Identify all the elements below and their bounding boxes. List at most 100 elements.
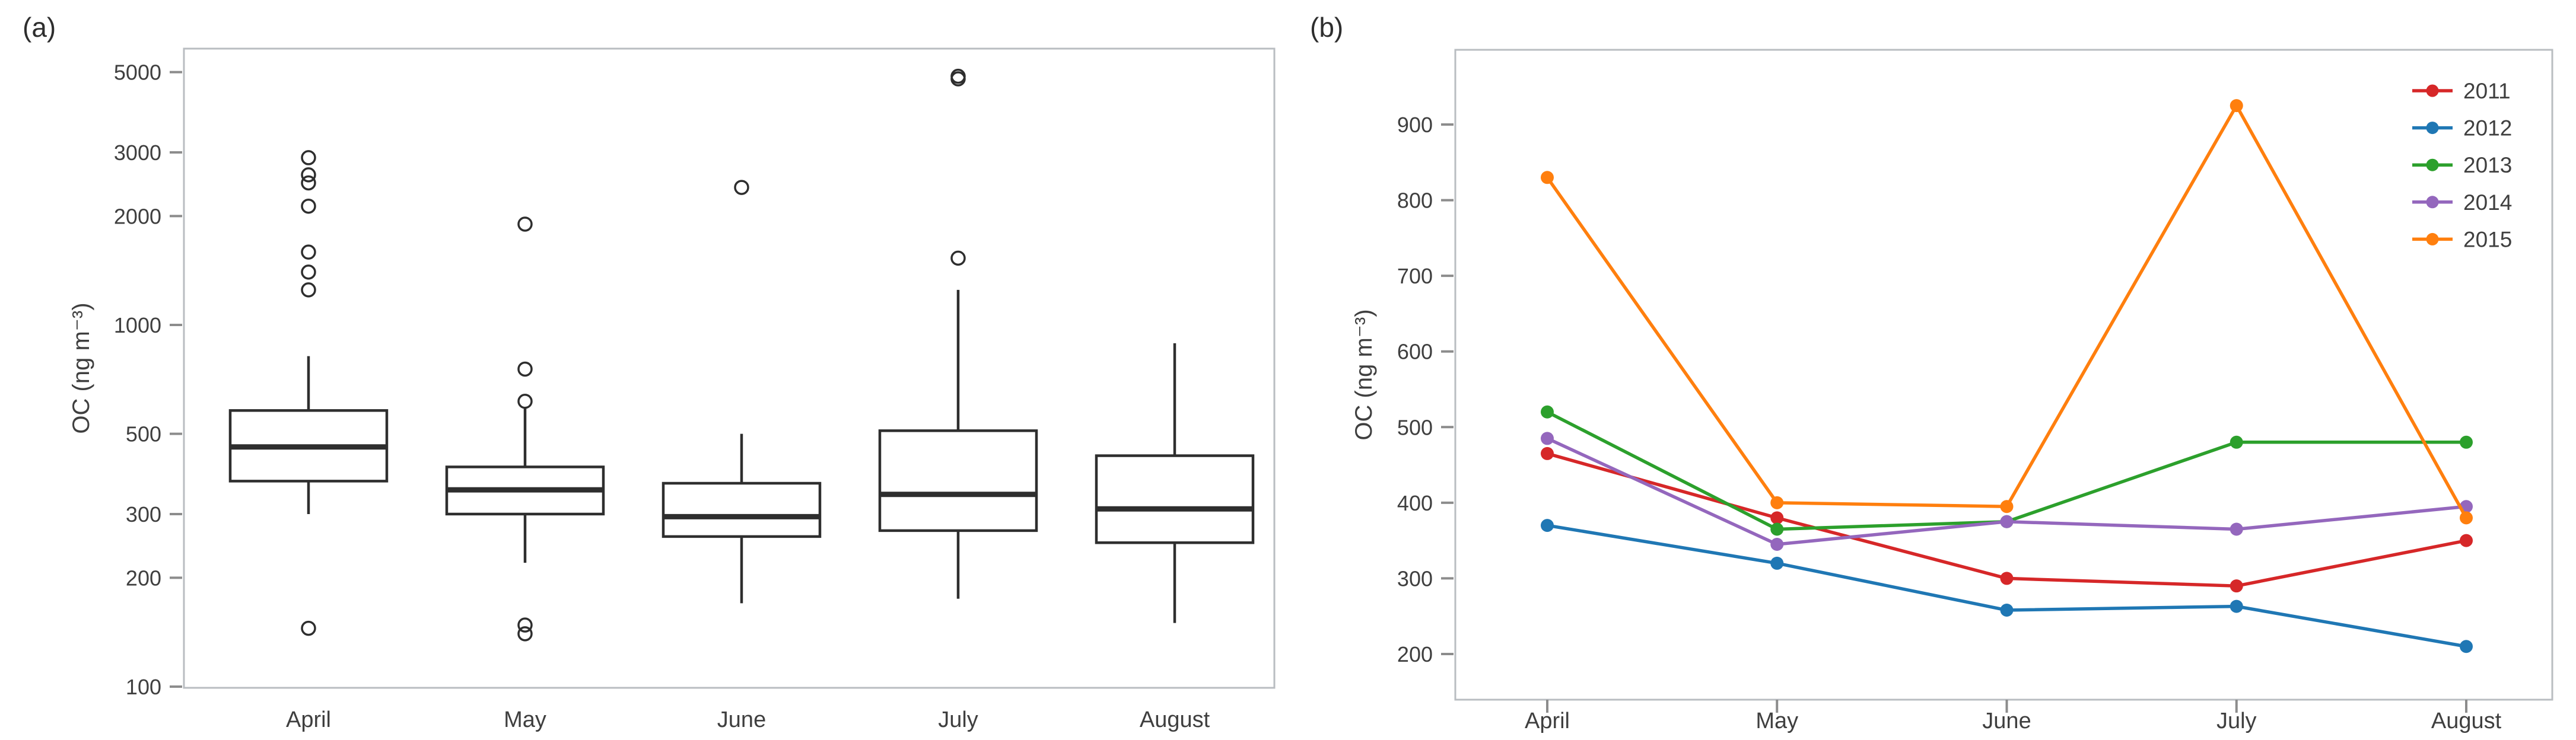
y-tick-label: 600 [1397,340,1433,364]
legend-item-2014: 2014 [2412,190,2512,215]
legend-item-2012: 2012 [2412,116,2512,141]
y-tick-label: 1000 [114,313,161,337]
data-point [2460,511,2473,525]
y-tick-label: 700 [1397,264,1433,288]
y-tick-label: 500 [1397,415,1433,439]
x-tick-label: June [1982,709,2031,733]
y-tick-label: 5000 [114,60,161,85]
outlier-point [517,216,533,232]
x-tick-label: August [2431,709,2502,733]
panel-a-tag: (a) [23,12,56,43]
outlier-point [301,620,316,636]
panel-a-ylabel: OC (ng m⁻³) [68,302,94,433]
y-tick-label: 900 [1397,113,1433,137]
y-tick-label: 3000 [114,141,161,165]
data-point [1541,171,1554,184]
iqr-box [662,481,822,538]
iqr-box [878,429,1038,532]
legend-item-2013: 2013 [2412,153,2512,177]
y-tick-label: 300 [126,502,161,527]
data-point [2460,534,2473,547]
data-point [1770,496,1784,509]
panel-b-ylabel: OC (ng m⁻³) [1351,309,1377,440]
outlier-point [950,71,966,87]
legend-marker [2426,84,2439,97]
y-tick-label: 800 [1397,189,1433,213]
x-tick-label: July [938,707,978,732]
legend-label: 2015 [2463,227,2512,251]
x-tick-label: August [1140,707,1210,732]
panel-a-boxplot [228,68,1255,642]
data-point [2460,435,2473,449]
iqr-box [1095,454,1255,544]
legend-item-2015: 2015 [2412,227,2512,251]
outlier-point [301,175,316,191]
panel-b-linechart [1541,99,2473,653]
data-point [1770,538,1784,551]
panel-b-tag: (b) [1310,12,1343,43]
legend-item-2011: 2011 [2412,79,2511,103]
y-tick-label: 100 [126,675,161,699]
data-point [1770,522,1784,536]
x-tick-label: May [504,707,546,732]
data-point [2230,522,2243,536]
y-tick-label: 2000 [114,204,161,228]
panel-b-axes: 900 800 700 600 500 400 300 200 April May June July… [1397,49,2553,733]
data-point [2230,579,2243,593]
outlier-point [301,167,316,183]
boxplot-august [1095,343,1255,623]
legend-marker [2426,232,2439,245]
outlier-point [301,264,316,280]
panel-b-frame [1454,49,2553,701]
data-point [1770,556,1784,570]
outlier-point [301,244,316,260]
legend-marker [2426,122,2439,135]
data-point [1541,519,1554,532]
data-point [2230,435,2243,449]
outlier-point [734,180,749,195]
x-tick-label: April [1525,709,1570,733]
outlier-point [301,150,316,165]
y-tick-label: 400 [1397,491,1433,515]
x-tick-label: May [1756,709,1798,733]
boxplot-may [445,216,605,642]
y-tick-label: 200 [1397,642,1433,666]
data-point [2000,515,2014,528]
y-tick-label: 200 [126,566,161,590]
data-point [1541,432,1554,445]
y-tick-label: 500 [126,422,161,446]
outlier-point [301,282,316,298]
data-point [2230,599,2243,613]
legend-marker [2426,196,2439,209]
legend-label: 2012 [2463,116,2512,141]
data-point [1541,446,1554,460]
data-point [2000,604,2014,617]
x-tick-label: July [2216,709,2257,733]
panel-a-axes: 5000 3000 2000 1000 500 300 200 100 April May June… [114,47,1276,732]
outlier-point [301,198,316,214]
series-2015 [1541,99,2473,525]
series-2012 [1541,519,2473,653]
boxplot-july [878,68,1038,599]
legend-label: 2011 [2463,79,2511,103]
data-point [1770,511,1784,525]
series-line [1545,104,2468,520]
outlier-point [517,626,533,642]
series-line [1545,524,2468,648]
panel-b-legend: 2011 2012 2013 2014 2015 [2412,79,2512,251]
legend-label: 2013 [2463,153,2512,177]
data-point [2230,99,2243,113]
series-2011 [1541,446,2473,593]
y-tick-label: 300 [1397,566,1433,591]
series-2014 [1541,432,2473,551]
outlier-point [517,617,533,633]
panel-a-frame [183,47,1276,689]
boxplot-june [662,180,822,604]
boxplot-april [228,150,389,636]
data-point [2000,500,2014,513]
data-point [2000,572,2014,585]
outlier-point [517,361,533,377]
outlier-point [517,394,533,409]
